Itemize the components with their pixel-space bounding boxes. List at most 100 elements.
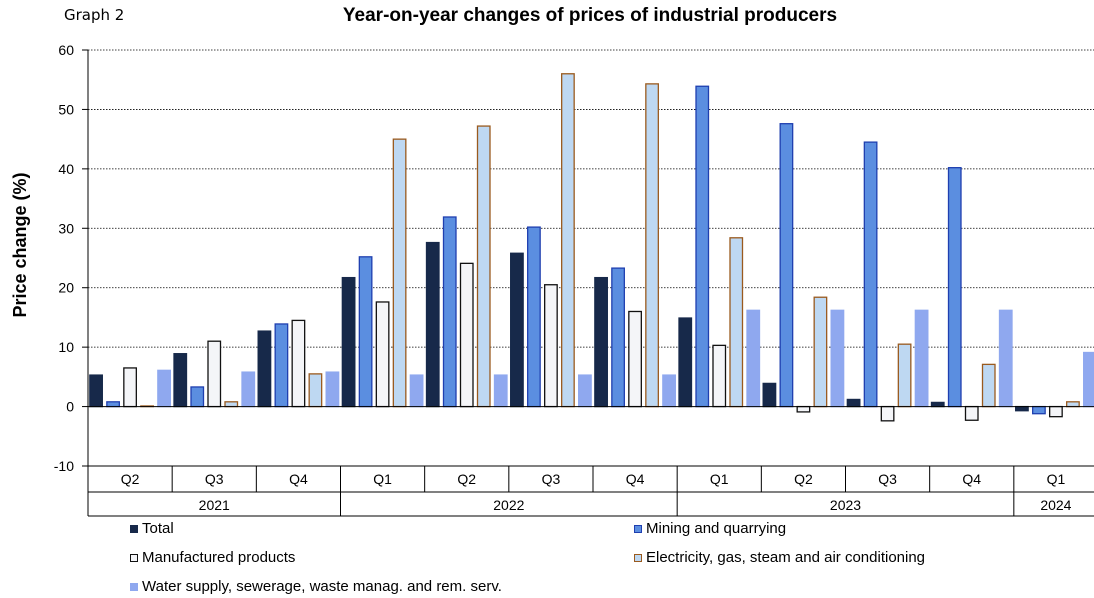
graph-label: Graph 2 [64,6,125,24]
chart-title: Year-on-year changes of prices of indust… [342,5,838,26]
bar-4-9 [813,296,828,408]
legend-label: Water supply, sewerage, waste manag. and… [142,578,502,595]
bar-3-8 [712,344,727,408]
bar-5-10 [914,309,929,408]
bar-1-5 [425,241,440,408]
bar-3-11 [964,405,979,421]
y-tick-label: 50 [58,101,74,117]
bar-4-12 [1066,401,1080,408]
legend-swatch [130,553,138,562]
bar-1-8 [678,317,693,408]
y-tick-label: 0 [66,399,74,415]
x-tick-label: Q1 [710,471,729,487]
bar-2-4 [358,256,373,408]
year-label: 2024 [1040,497,1071,513]
legend-item: Electricity, gas, steam and air conditio… [634,549,925,566]
year-label: 2021 [199,497,230,513]
bar-1-3 [257,330,272,408]
bars [89,73,1094,422]
legend-swatch [130,524,138,533]
bar-5-11 [998,309,1013,408]
y-tick-label: 60 [58,42,74,58]
x-tick-label: Q4 [626,471,645,487]
bar-3-3 [291,319,306,408]
bar-2-7 [611,267,625,408]
legend-item: Mining and quarrying [634,520,786,537]
bar-4-11 [981,363,996,408]
x-tick-label: Q3 [205,471,224,487]
bar-5-4 [409,374,424,408]
bar-1-12 [1015,405,1029,412]
bar-5-5 [493,374,508,408]
bar-5-3 [325,371,340,408]
bar-2-6 [527,226,541,408]
bar-2-5 [442,216,457,408]
bar-4-10 [897,343,912,408]
bar-2-8 [695,85,710,408]
bar-3-5 [459,262,474,408]
y-tick-label: 20 [58,280,74,296]
y-tick-label: 40 [58,161,74,177]
legend-item: Manufactured products [130,549,295,566]
bar-1-7 [594,276,608,408]
bar-5-9 [830,309,845,408]
bar-2-3 [274,323,289,408]
legend-label: Manufactured products [142,549,296,566]
bar-2-12 [1032,405,1046,415]
bar-4-4 [392,138,407,408]
y-tick-label: 30 [58,220,74,236]
year-label: 2023 [830,497,861,513]
bar-5-6 [578,374,592,408]
year-label: 2022 [493,497,524,513]
x-tick-label: Q2 [794,471,813,487]
bar-3-4 [375,301,390,408]
bar-4-2 [224,401,239,408]
bar-4-3 [308,373,323,408]
bar-3-1 [123,367,137,408]
bar-3-9 [796,405,811,413]
bar-2-9 [779,123,794,408]
bar-1-2 [173,353,188,408]
legend-item: Water supply, sewerage, waste manag. and… [130,578,502,595]
bar-5-1 [157,369,171,408]
bar-4-8 [729,237,744,408]
axes: -10 0 10 20 30 40 50 60 Q2 Q3 Q4 Q1 Q2 Q3 Q4 Q1 Q2 Q3 Q4 Q1… [54,42,1094,517]
bar-4-5 [476,125,491,408]
x-tick-label: Q4 [289,471,308,487]
y-axis-label: Price change (%) [10,172,30,317]
bar-3-6 [544,284,558,408]
bar-1-11 [930,401,945,408]
bar-1-9 [762,382,777,408]
bar-1-1 [89,374,103,408]
legend-swatch [634,553,642,562]
bar-3-2 [207,340,222,408]
x-tick-label: Q3 [542,471,561,487]
legend-label: Mining and quarrying [646,520,787,537]
y-tick-label: 10 [58,339,74,355]
x-tick-label: Q2 [121,471,140,487]
legend-item: Total [130,520,174,537]
bar-5-2 [241,371,256,408]
bar-3-12 [1049,405,1063,418]
bar-3-7 [628,310,642,408]
bar-3-10 [880,405,895,422]
x-tick-label: Q1 [373,471,392,487]
bar-2-11 [947,167,962,408]
bar-2-2 [190,386,205,408]
bar-1-10 [846,398,861,408]
legend-swatch [130,582,138,591]
bar-2-10 [863,141,878,408]
bar-1-6 [510,252,524,408]
bar-5-8 [746,309,761,408]
legend-label: Electricity, gas, steam and air conditio… [646,549,926,566]
bar-2-1 [106,401,120,408]
y-tick-label: -10 [54,458,74,474]
grid-lines [88,49,1094,348]
bar-5-7 [662,374,676,408]
x-tick-label: Q1 [1047,471,1066,487]
x-tick-label: Q4 [962,471,981,487]
legend-swatch [634,524,642,533]
bar-4-7 [645,83,659,408]
bar-5-12 [1083,351,1094,408]
